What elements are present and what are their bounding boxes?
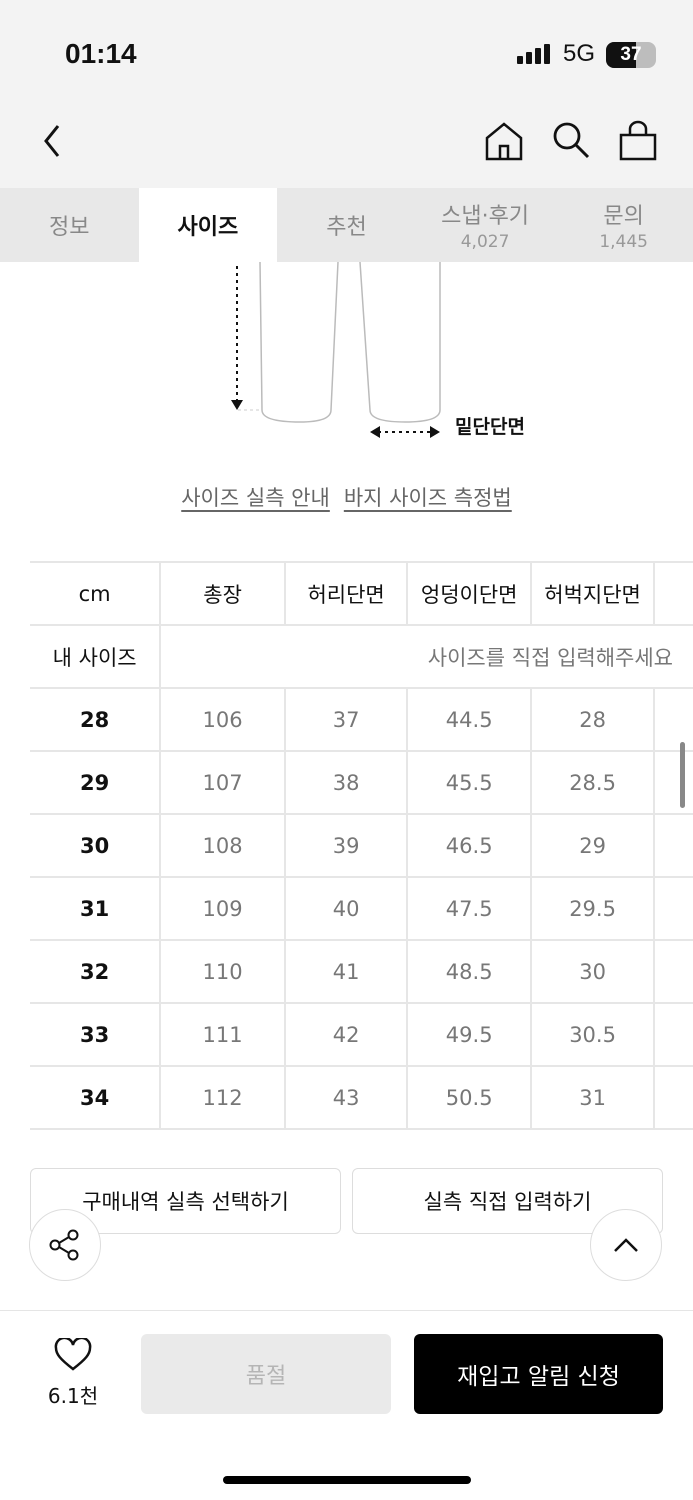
table-row: 33 111 42 49.5 30.5 bbox=[30, 1002, 693, 1067]
table-row: 31 109 40 47.5 29.5 bbox=[30, 876, 693, 941]
size-value-cell: 45.5 bbox=[406, 750, 533, 815]
divider bbox=[0, 1310, 693, 1311]
size-value-cell: 41 bbox=[283, 939, 409, 1004]
tab-label: 사이즈 bbox=[177, 215, 239, 240]
size-value-cell bbox=[653, 687, 693, 752]
tab-inquiry[interactable]: 문의 1,445 bbox=[554, 188, 693, 262]
tab-label: 정보 bbox=[49, 215, 90, 240]
table-row: 32 110 41 48.5 30 bbox=[30, 939, 693, 1004]
scroll-top-button[interactable] bbox=[590, 1209, 662, 1281]
tab-recommend[interactable]: 추천 bbox=[277, 188, 416, 262]
size-value-cell: 43 bbox=[283, 1065, 409, 1130]
size-value-cell: 40 bbox=[283, 876, 409, 941]
size-value-cell: 37 bbox=[283, 687, 409, 752]
size-value-cell: 48.5 bbox=[406, 939, 533, 1004]
size-value-cell bbox=[653, 876, 693, 941]
size-value-cell: 108 bbox=[159, 813, 286, 878]
size-value-cell: 30.5 bbox=[530, 1002, 656, 1067]
size-value-cell: 39 bbox=[283, 813, 409, 878]
tab-label: 문의 bbox=[603, 204, 644, 229]
size-label-cell: 28 bbox=[30, 687, 162, 752]
tab-reviews[interactable]: 스냅·후기 4,027 bbox=[416, 188, 555, 262]
size-value-cell: 112 bbox=[159, 1065, 286, 1130]
my-size-input[interactable]: 사이즈를 직접 입력해주세요 bbox=[159, 624, 693, 689]
search-icon[interactable] bbox=[551, 120, 591, 160]
like-count: 6.1천 bbox=[47, 1384, 99, 1408]
size-value-cell bbox=[653, 1065, 693, 1130]
table-row: 28 106 37 44.5 28 bbox=[30, 687, 693, 752]
tab-bar: 정보 사이즈 추천 스냅·후기 4,027 문의 1,445 bbox=[0, 188, 693, 262]
home-indicator bbox=[223, 1476, 471, 1484]
back-icon[interactable] bbox=[38, 122, 68, 160]
size-value-cell: 28.5 bbox=[530, 750, 656, 815]
header-cell: 엉덩이단면 bbox=[406, 561, 533, 626]
unit-cell: cm bbox=[30, 561, 162, 626]
my-size-label: 내 사이즈 bbox=[30, 624, 162, 689]
soldout-button: 품절 bbox=[141, 1334, 391, 1414]
size-label-cell: 30 bbox=[30, 813, 162, 878]
size-value-cell: 31 bbox=[530, 1065, 656, 1130]
size-value-cell: 109 bbox=[159, 876, 286, 941]
cart-bag-icon[interactable] bbox=[618, 120, 658, 162]
tab-size[interactable]: 사이즈 bbox=[138, 188, 278, 262]
network-label: 5G bbox=[563, 40, 596, 67]
tab-count: 1,445 bbox=[599, 232, 648, 252]
restock-alert-button[interactable]: 재입고 알림 신청 bbox=[414, 1334, 663, 1414]
heart-icon[interactable] bbox=[54, 1338, 92, 1372]
size-guide-link[interactable]: 사이즈 실측 안내 bbox=[181, 486, 330, 510]
size-label-cell: 29 bbox=[30, 750, 162, 815]
size-links: 사이즈 실측 안내 바지 사이즈 측정법 bbox=[0, 482, 693, 512]
table-row: 34 112 43 50.5 31 bbox=[30, 1065, 693, 1130]
chevron-up-icon bbox=[614, 1238, 638, 1252]
signal-icon bbox=[517, 44, 550, 64]
scrollbar[interactable] bbox=[680, 742, 685, 808]
tab-label: 추천 bbox=[326, 215, 367, 240]
size-value-cell: 106 bbox=[159, 687, 286, 752]
share-icon bbox=[49, 1229, 79, 1261]
size-value-cell: 46.5 bbox=[406, 813, 533, 878]
header-cell bbox=[653, 561, 693, 626]
size-value-cell: 44.5 bbox=[406, 687, 533, 752]
home-icon[interactable] bbox=[484, 120, 524, 162]
size-value-cell: 29 bbox=[530, 813, 656, 878]
size-table: cm 총장 허리단면 엉덩이단면 허벅지단면 내 사이즈 사이즈를 직접 입력해… bbox=[30, 561, 693, 1130]
table-header-row: cm 총장 허리단면 엉덩이단면 허벅지단면 bbox=[30, 561, 693, 626]
header-cell: 총장 bbox=[159, 561, 286, 626]
battery-level: 37 bbox=[620, 44, 642, 65]
size-value-cell bbox=[653, 750, 693, 815]
size-value-cell: 29.5 bbox=[530, 876, 656, 941]
size-label-cell: 31 bbox=[30, 876, 162, 941]
table-row: 29 107 38 45.5 28.5 bbox=[30, 750, 693, 815]
size-value-cell: 30 bbox=[530, 939, 656, 1004]
size-value-cell: 28 bbox=[530, 687, 656, 752]
battery-icon: 37 bbox=[606, 42, 656, 68]
size-value-cell: 111 bbox=[159, 1002, 286, 1067]
header-cell: 허벅지단면 bbox=[530, 561, 656, 626]
tab-count: 4,027 bbox=[460, 232, 510, 252]
table-row: 30 108 39 46.5 29 bbox=[30, 813, 693, 878]
tab-label: 스냅·후기 bbox=[441, 204, 530, 229]
size-label-cell: 32 bbox=[30, 939, 162, 1004]
pants-diagram bbox=[231, 262, 441, 438]
size-value-cell: 38 bbox=[283, 750, 409, 815]
size-value-cell bbox=[653, 939, 693, 1004]
size-value-cell bbox=[653, 813, 693, 878]
tab-info[interactable]: 정보 bbox=[0, 188, 139, 262]
size-value-cell: 110 bbox=[159, 939, 286, 1004]
size-value-cell: 107 bbox=[159, 750, 286, 815]
hem-label: 밑단단면 bbox=[455, 416, 525, 438]
size-value-cell bbox=[653, 1002, 693, 1067]
size-value-cell: 47.5 bbox=[406, 876, 533, 941]
status-time: 01:14 bbox=[65, 38, 137, 69]
header-cell: 허리단면 bbox=[283, 561, 409, 626]
my-size-row[interactable]: 내 사이즈 사이즈를 직접 입력해주세요 bbox=[30, 624, 693, 689]
share-button[interactable] bbox=[29, 1209, 101, 1281]
size-label-cell: 33 bbox=[30, 1002, 162, 1067]
size-value-cell: 49.5 bbox=[406, 1002, 533, 1067]
header bbox=[0, 0, 693, 188]
size-value-cell: 50.5 bbox=[406, 1065, 533, 1130]
size-label-cell: 34 bbox=[30, 1065, 162, 1130]
size-value-cell: 42 bbox=[283, 1002, 409, 1067]
measure-method-link[interactable]: 바지 사이즈 측정법 bbox=[343, 486, 512, 510]
